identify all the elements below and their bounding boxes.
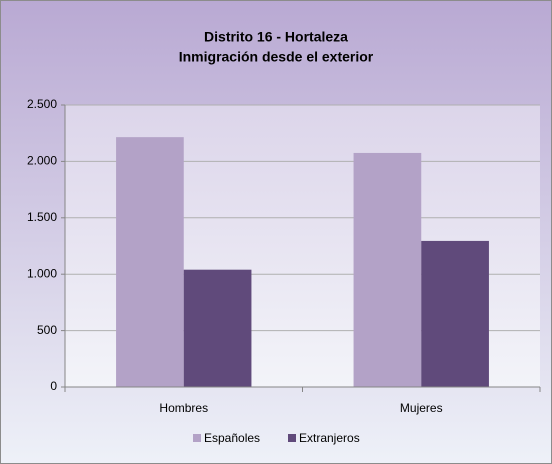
y-tick-label: 1.500 [27,210,57,224]
chart-title: Inmigración desde el exterior [179,49,374,65]
bar [421,240,489,387]
legend-swatch [288,434,296,442]
y-tick-label: 2.000 [27,154,57,168]
legend-swatch [193,434,201,442]
bar [183,269,252,387]
chart-title: Distrito 16 - Hortaleza [204,29,348,45]
bar [116,137,184,387]
y-tick-label: 500 [37,323,57,337]
y-tick-label: 1.000 [27,266,57,280]
bar [353,152,422,387]
legend-label: Extranjeros [299,431,360,445]
x-tick-label: Mujeres [400,401,443,415]
y-tick-label: 0 [50,379,57,393]
legend-label: Españoles [204,431,260,445]
x-tick-label: Hombres [159,401,208,415]
y-tick-label: 2.500 [27,97,57,111]
